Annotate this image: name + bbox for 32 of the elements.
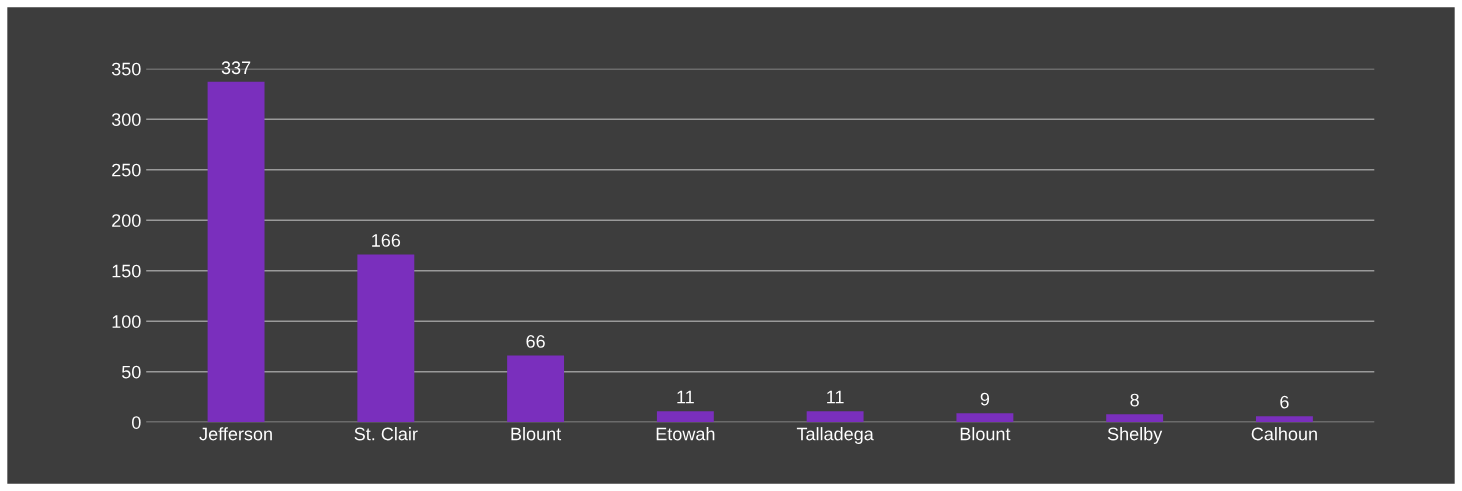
y-tick-label: 250 bbox=[112, 163, 141, 177]
x-tick-label: Etowah bbox=[656, 427, 715, 441]
data-label: 166 bbox=[372, 234, 401, 247]
y-tick-label: 200 bbox=[112, 214, 141, 227]
y-tick-label: 0 bbox=[132, 416, 141, 429]
y-tick-label: 100 bbox=[112, 315, 141, 328]
data-label: 11 bbox=[827, 390, 844, 404]
bar bbox=[1255, 416, 1313, 423]
y-tick-label: 50 bbox=[121, 365, 141, 379]
x-tick-label: Shelby bbox=[1107, 427, 1163, 444]
bar bbox=[357, 254, 415, 423]
data-label: 66 bbox=[526, 335, 545, 348]
y-tick-label: 150 bbox=[112, 264, 141, 278]
x-tick-label: Calhoun bbox=[1251, 427, 1317, 441]
y-tick-label: 300 bbox=[111, 113, 141, 126]
data-label: 11 bbox=[677, 390, 694, 404]
x-tick-label: Blount bbox=[960, 427, 1011, 441]
data-label: 9 bbox=[980, 392, 990, 406]
bar bbox=[956, 413, 1014, 423]
data-label: 337 bbox=[221, 61, 251, 75]
bar bbox=[806, 411, 864, 423]
y-tick-label: 350 bbox=[111, 62, 141, 76]
data-label: 6 bbox=[1280, 395, 1289, 409]
x-tick-label: Blount bbox=[511, 427, 562, 441]
x-tick-label: St. Clair bbox=[354, 427, 418, 441]
bar bbox=[1106, 414, 1164, 423]
x-tick-label: Talladega bbox=[796, 427, 874, 444]
bar bbox=[656, 411, 714, 423]
bar bbox=[207, 81, 265, 423]
bar bbox=[507, 355, 565, 423]
x-tick-label: Jefferson bbox=[199, 427, 272, 441]
data-label: 8 bbox=[1130, 393, 1139, 407]
